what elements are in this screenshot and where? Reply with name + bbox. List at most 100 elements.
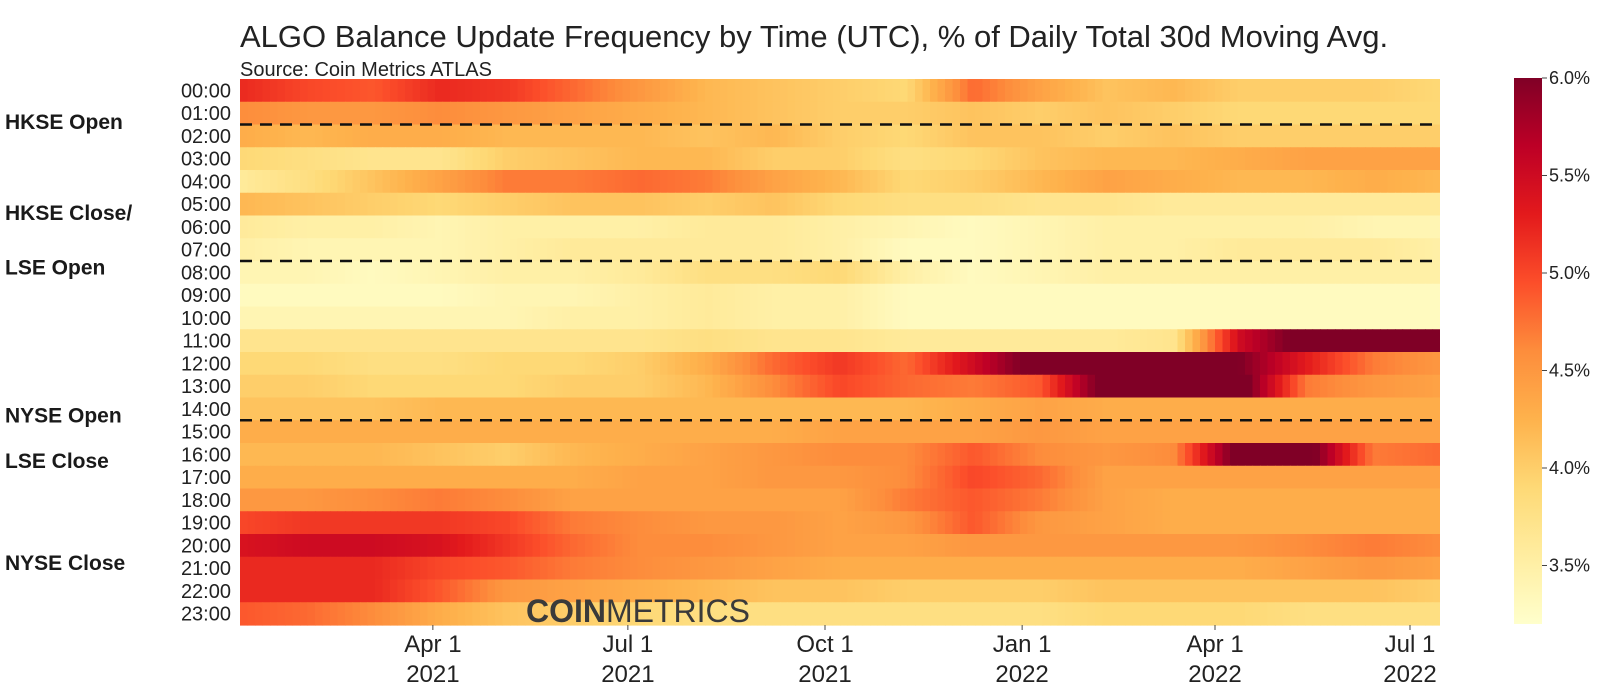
heatmap-cell (660, 101, 669, 126)
y-tick-label: 16:00 (181, 444, 231, 466)
heatmap-cell (600, 283, 609, 308)
heatmap-cell (712, 534, 721, 558)
heatmap-cell (1350, 306, 1359, 330)
heatmap-cell (1290, 215, 1299, 239)
heatmap-cell (540, 101, 549, 126)
heatmap-cell (990, 215, 999, 239)
heatmap-cell (1147, 79, 1156, 103)
heatmap-cell (367, 420, 376, 444)
heatmap-cell (1432, 556, 1440, 581)
heatmap-cell (1207, 329, 1216, 353)
heatmap-cell (382, 124, 391, 148)
heatmap-cell (900, 579, 909, 603)
heatmap-cell (1297, 488, 1306, 512)
heatmap-cell (1312, 556, 1321, 581)
heatmap-cell (562, 79, 571, 103)
heatmap-cell (1245, 215, 1254, 239)
heatmap-cell (540, 238, 549, 262)
heatmap-cell (660, 443, 669, 467)
heatmap-cell (967, 511, 976, 535)
y-tick-label: 04:00 (181, 171, 231, 193)
heatmap-cell (427, 579, 436, 603)
heatmap-cell (622, 215, 631, 239)
heatmap-cell (780, 534, 789, 558)
heatmap-cell (847, 602, 856, 626)
heatmap-cell (1072, 306, 1081, 330)
heatmap-cell (915, 443, 924, 467)
heatmap-cell (375, 579, 384, 603)
heatmap-cell (675, 488, 684, 512)
heatmap-cell (337, 420, 346, 444)
heatmap-cell (900, 397, 909, 421)
heatmap-cell (1155, 602, 1164, 626)
heatmap-cell (615, 511, 624, 535)
heatmap-cell (712, 397, 721, 421)
heatmap-cell (1417, 556, 1426, 581)
heatmap-cell (615, 238, 624, 262)
heatmap-cell (337, 488, 346, 512)
heatmap-cell (1320, 602, 1329, 626)
heatmap-cell (825, 374, 834, 399)
heatmap-cell (727, 215, 736, 239)
heatmap-cell (292, 465, 301, 490)
heatmap-cell (1050, 192, 1059, 217)
heatmap-cell (412, 306, 421, 330)
heatmap-cell (472, 579, 481, 603)
heatmap-cell (1080, 465, 1089, 490)
heatmap-cell (870, 238, 879, 262)
heatmap-cell (1267, 124, 1276, 148)
heatmap-cell (600, 420, 609, 444)
heatmap-cell (457, 602, 466, 626)
heatmap-cell (1327, 488, 1336, 512)
heatmap-cell (352, 602, 361, 626)
heatmap-cell (577, 215, 586, 239)
heatmap-cell (937, 238, 946, 262)
heatmap-cell (1297, 465, 1306, 490)
heatmap-cell (862, 579, 871, 603)
heatmap-cell (1387, 147, 1396, 171)
heatmap-cell (1080, 101, 1089, 126)
heatmap-cell (1132, 465, 1141, 490)
heatmap-cell (270, 443, 279, 467)
heatmap-cell (1162, 602, 1171, 626)
heatmap-cell (675, 79, 684, 103)
heatmap-cell (615, 374, 624, 399)
heatmap-cell (1185, 147, 1194, 171)
heatmap-cell (397, 352, 406, 376)
heatmap-cell (330, 147, 339, 171)
heatmap-cell (1425, 283, 1434, 308)
heatmap-cell (405, 579, 414, 603)
heatmap-cell (562, 465, 571, 490)
heatmap-cell (375, 170, 384, 194)
heatmap-cell (1027, 534, 1036, 558)
heatmap-cell (1230, 261, 1239, 285)
heatmap-cell (937, 374, 946, 399)
heatmap-cell (1072, 602, 1081, 626)
heatmap-cell (262, 147, 271, 171)
heatmap-cell (1365, 192, 1374, 217)
heatmap-cell (1342, 261, 1351, 285)
heatmap-cell (915, 602, 924, 626)
heatmap-cell (795, 261, 804, 285)
heatmap-cell (1387, 556, 1396, 581)
heatmap-cell (1020, 192, 1029, 217)
heatmap-cell (847, 124, 856, 148)
heatmap-cell (397, 579, 406, 603)
heatmap-cell (705, 488, 714, 512)
heatmap-cell (802, 374, 811, 399)
heatmap-cell (712, 101, 721, 126)
heatmap-cell (892, 124, 901, 148)
heatmap-cell (952, 352, 961, 376)
heatmap-cell (1147, 170, 1156, 194)
heatmap-cell (712, 488, 721, 512)
heatmap-cell (922, 465, 931, 490)
heatmap-cell (277, 215, 286, 239)
heatmap-cell (487, 397, 496, 421)
heatmap-cell (1342, 215, 1351, 239)
heatmap-cell (382, 238, 391, 262)
heatmap-cell (1297, 556, 1306, 581)
heatmap-cell (405, 306, 414, 330)
heatmap-cell (975, 352, 984, 376)
heatmap-cell (832, 329, 841, 353)
heatmap-cell (1327, 192, 1336, 217)
